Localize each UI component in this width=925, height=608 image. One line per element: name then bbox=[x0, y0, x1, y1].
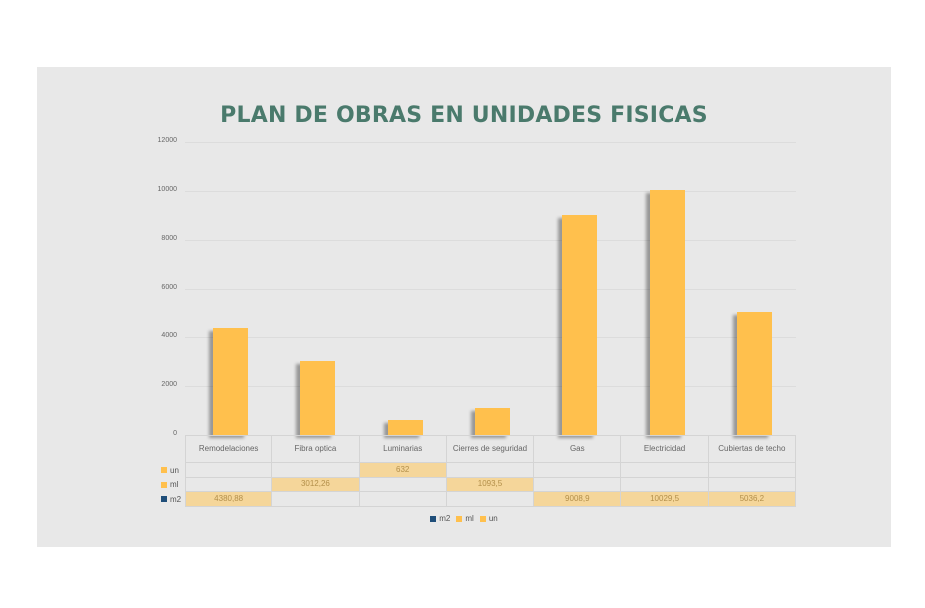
legend-swatch-icon bbox=[430, 515, 437, 522]
chart-legend: m2 ml un bbox=[37, 514, 891, 524]
table-row-label: un bbox=[161, 463, 179, 478]
table-cell bbox=[708, 463, 796, 478]
legend-swatch-icon bbox=[161, 481, 167, 488]
table-cell bbox=[272, 463, 360, 478]
table-cell bbox=[708, 477, 796, 492]
legend-swatch-icon bbox=[161, 467, 167, 474]
table-row-label: ml bbox=[161, 478, 178, 493]
table-cell bbox=[185, 463, 273, 478]
table-cell bbox=[185, 477, 273, 492]
bar[interactable] bbox=[213, 328, 249, 435]
gridline bbox=[185, 239, 796, 241]
table-cell bbox=[621, 463, 709, 478]
table-header-cell: Cierres de seguridad bbox=[446, 436, 535, 463]
gridline bbox=[185, 190, 796, 192]
gridline bbox=[185, 142, 796, 143]
table-cell bbox=[446, 492, 535, 507]
y-tick-label: 8000 bbox=[161, 234, 177, 242]
legend-label: un bbox=[488, 514, 498, 523]
bar[interactable] bbox=[649, 190, 685, 435]
table-cell: 4380,88 bbox=[185, 492, 273, 507]
legend-swatch-icon bbox=[161, 496, 167, 503]
table-header-cell: Electricidad bbox=[621, 436, 709, 463]
table-cell bbox=[621, 477, 709, 492]
bar[interactable] bbox=[736, 312, 772, 435]
y-tick-label: 2000 bbox=[161, 381, 177, 389]
y-tick-label: 10000 bbox=[157, 185, 177, 193]
legend-item-m2[interactable]: m2 bbox=[430, 514, 450, 523]
chart-panel: PLAN DE OBRAS EN UNIDADES FISICAS 0 2000 4… bbox=[37, 67, 891, 547]
gridline bbox=[185, 288, 796, 290]
y-tick-label: 6000 bbox=[161, 283, 177, 291]
row-label-text: m2 bbox=[170, 494, 182, 504]
legend-label: ml bbox=[465, 514, 474, 523]
table-cell bbox=[359, 477, 447, 492]
row-label-text: ml bbox=[170, 480, 179, 490]
bar[interactable] bbox=[300, 361, 336, 435]
table-cell: 10029,5 bbox=[621, 492, 709, 507]
y-tick-label: 12000 bbox=[157, 137, 177, 144]
table-cell bbox=[446, 463, 535, 478]
legend-swatch-icon bbox=[479, 515, 486, 522]
table-header-cell: Gas bbox=[534, 436, 622, 463]
bar[interactable] bbox=[562, 215, 598, 435]
table-header-cell: Luminarias bbox=[359, 436, 447, 463]
legend-item-un[interactable]: un bbox=[479, 514, 498, 523]
legend-label: m2 bbox=[439, 514, 451, 523]
table-cell bbox=[534, 463, 622, 478]
bar[interactable] bbox=[475, 408, 510, 435]
legend-swatch-icon bbox=[456, 515, 463, 522]
table-cell: 9008,9 bbox=[534, 492, 622, 507]
y-tick-label: 4000 bbox=[161, 332, 177, 340]
table-header-cell: Cubiertas de techo bbox=[708, 436, 796, 463]
legend-item-ml[interactable]: ml bbox=[456, 514, 474, 523]
table-row-label: m2 bbox=[161, 492, 181, 507]
y-tick-label: 0 bbox=[173, 430, 177, 437]
table-cell bbox=[534, 477, 622, 492]
table-cell: 1093,5 bbox=[446, 477, 535, 492]
chart-title: PLAN DE OBRAS EN UNIDADES FISICAS bbox=[220, 103, 708, 128]
table-cell bbox=[359, 492, 447, 507]
table-cell: 3012,26 bbox=[272, 477, 360, 492]
table-header-cell: Fibra optica bbox=[272, 436, 360, 463]
table-header-cell: Remodelaciones bbox=[185, 436, 273, 463]
gridline bbox=[185, 386, 796, 388]
gridline bbox=[185, 337, 796, 339]
table-top-border bbox=[185, 435, 796, 436]
row-label-text: un bbox=[170, 465, 179, 475]
table-cell: 632 bbox=[359, 463, 447, 478]
table-cell bbox=[272, 492, 360, 507]
table-cell: 5036,2 bbox=[708, 492, 796, 507]
bar[interactable] bbox=[387, 419, 423, 435]
